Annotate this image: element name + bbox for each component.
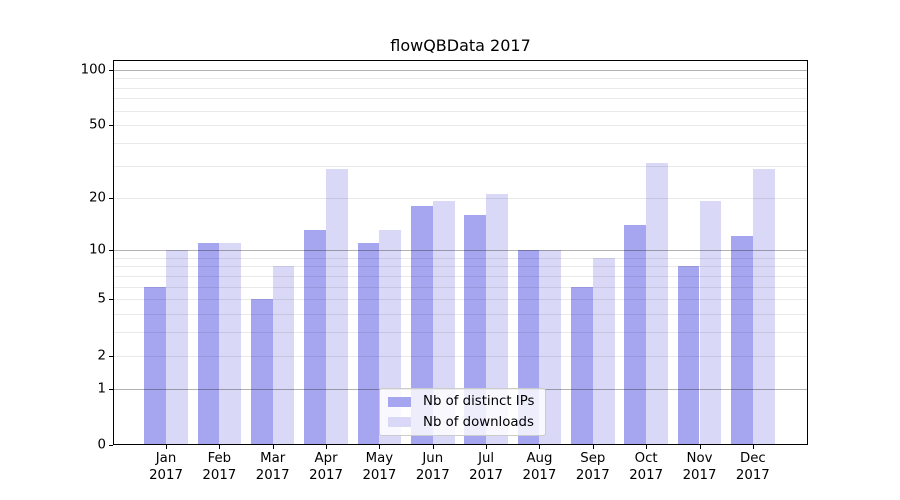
- bar-ips-sep: [571, 286, 593, 445]
- x-tick-label-jan: Jan 2017: [149, 451, 183, 483]
- x-tick-mark-sep: [592, 445, 594, 449]
- x-tick-label-feb: Feb 2017: [202, 451, 237, 483]
- y-tick-label-2: 2: [97, 348, 106, 364]
- x-tick-mark-mar: [272, 445, 274, 449]
- y-tick-mark-100: [108, 69, 113, 71]
- bar-ips-nov: [677, 266, 700, 445]
- y-tick-mark-1: [108, 388, 113, 390]
- x-tick-mark-nov: [699, 445, 701, 449]
- legend: Nb of distinct IPs Nb of downloads: [379, 388, 546, 436]
- y-tick-label-100: 100: [80, 62, 106, 78]
- legend-label-distinct-ips: Nb of distinct IPs: [423, 394, 535, 410]
- gridline-minor-60: [112, 110, 808, 112]
- legend-swatch-downloads: [388, 417, 411, 428]
- x-tick-mark-feb: [219, 445, 221, 449]
- legend-label-downloads: Nb of downloads: [423, 414, 534, 430]
- x-tick-label-apr: Apr 2017: [309, 451, 343, 483]
- bar-downloads-dec: [752, 168, 775, 445]
- y-tick-mark-2: [108, 355, 113, 357]
- gridline-minor-9: [112, 257, 808, 259]
- x-tick-mark-oct: [646, 445, 648, 449]
- x-tick-mark-dec: [752, 445, 754, 449]
- x-tick-mark-may: [379, 445, 381, 449]
- x-tick-mark-aug: [539, 445, 541, 449]
- bar-ips-mar: [250, 299, 273, 445]
- gridline-minor-20: [112, 197, 808, 199]
- bar-downloads-jun: [432, 201, 455, 445]
- x-tick-label-mar: Mar 2017: [255, 451, 290, 483]
- y-tick-label-10: 10: [89, 242, 106, 258]
- bar-downloads-nov: [699, 201, 722, 445]
- gridline-minor-40: [112, 143, 808, 145]
- bar-ips-jul: [464, 214, 487, 445]
- x-tick-mark-jun: [432, 445, 434, 449]
- y-tick-mark-20: [108, 197, 113, 199]
- bar-ips-jan: [144, 286, 166, 445]
- bar-ips-apr: [304, 230, 327, 445]
- x-tick-label-aug: Aug 2017: [522, 451, 557, 483]
- bar-downloads-apr: [326, 168, 348, 445]
- x-tick-mark-jan: [166, 445, 167, 449]
- x-tick-mark-apr: [326, 445, 328, 449]
- chart-title: flowQBData 2017: [390, 36, 531, 55]
- gridline-minor-4: [112, 314, 808, 316]
- x-tick-label-may: May 2017: [362, 451, 397, 483]
- y-tick-mark-50: [108, 125, 113, 127]
- x-tick-label-oct: Oct 2017: [629, 451, 664, 483]
- bar-ips-feb: [197, 243, 220, 445]
- gridline-major-10: [112, 250, 808, 252]
- bar-downloads-jan: [166, 250, 188, 445]
- legend-item-downloads: Nb of downloads: [388, 414, 537, 432]
- x-tick-label-jul: Jul 2017: [469, 451, 504, 483]
- legend-item-distinct-ips: Nb of distinct IPs: [388, 393, 537, 411]
- bar-downloads-feb: [219, 243, 242, 445]
- x-tick-label-nov: Nov 2017: [682, 451, 717, 483]
- gridline-minor-5: [112, 299, 808, 301]
- bar-ips-dec: [731, 236, 753, 445]
- gridline-minor-6: [112, 286, 808, 288]
- bar-downloads-sep: [592, 257, 615, 445]
- bar-downloads-mar: [272, 266, 295, 445]
- legend-swatch-distinct-ips: [388, 396, 411, 407]
- gridline-major-100: [112, 69, 808, 71]
- x-tick-mark-jul: [486, 445, 488, 449]
- gridline-minor-30: [112, 165, 808, 167]
- gridline-minor-7: [112, 275, 808, 277]
- gridline-minor-90: [112, 78, 808, 80]
- gridline-minor-80: [112, 87, 808, 89]
- y-tick-mark-0: [108, 445, 113, 446]
- y-tick-mark-10: [108, 250, 113, 252]
- gridline-minor-2: [112, 355, 808, 357]
- bar-ips-may: [357, 243, 380, 445]
- gridline-minor-70: [112, 98, 808, 100]
- gridline-minor-50: [112, 125, 808, 127]
- bar-downloads-oct: [646, 163, 668, 445]
- y-tick-label-20: 20: [89, 190, 106, 205]
- bar-downloads-jul: [486, 193, 508, 445]
- y-tick-mark-5: [108, 299, 113, 301]
- y-tick-label-50: 50: [89, 117, 106, 133]
- bar-ips-jun: [410, 205, 433, 445]
- y-tick-label-5: 5: [97, 291, 106, 307]
- y-tick-label-0: 0: [97, 437, 106, 453]
- gridline-minor-3: [112, 332, 808, 334]
- x-tick-label-sep: Sep 2017: [575, 451, 610, 483]
- y-tick-label-1: 1: [97, 381, 106, 397]
- bar-ips-oct: [624, 224, 647, 445]
- x-tick-label-jun: Jun 2017: [415, 451, 450, 483]
- gridline-minor-8: [112, 266, 808, 268]
- x-tick-label-dec: Dec 2017: [735, 451, 770, 483]
